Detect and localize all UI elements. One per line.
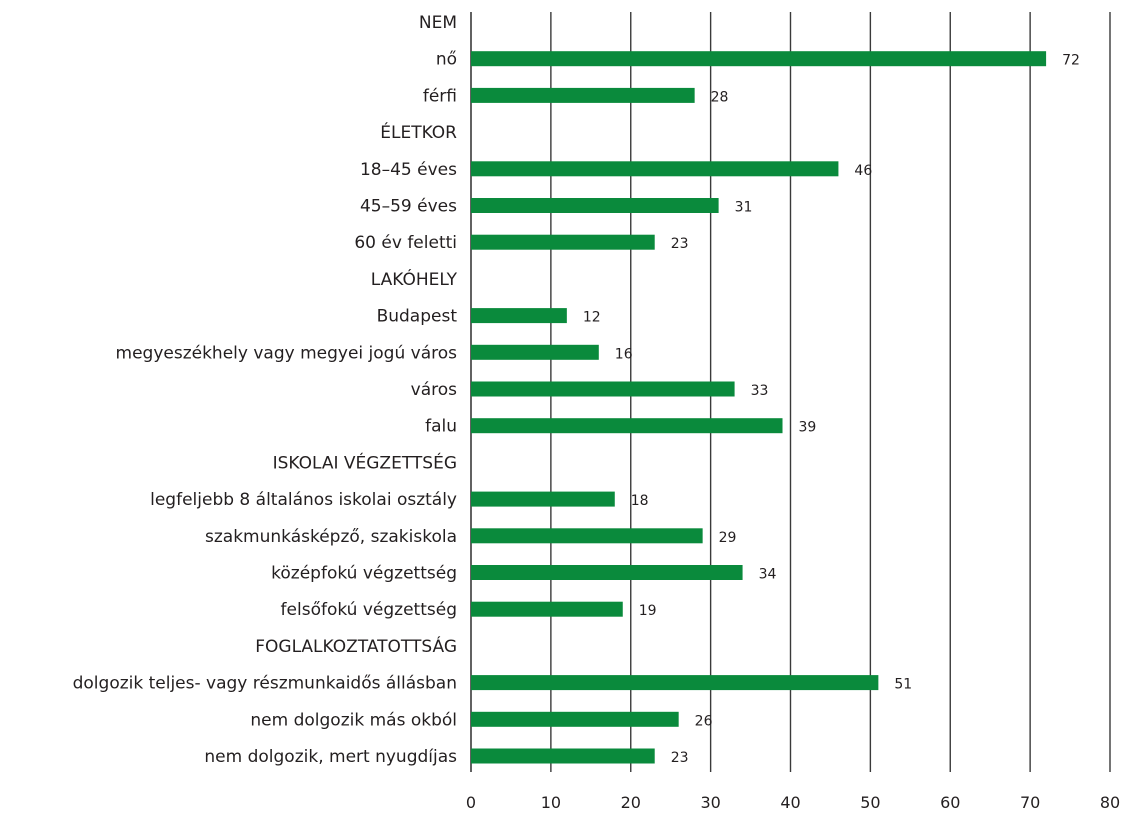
x-tick-label: 70 (1020, 793, 1040, 812)
x-tick-label: 20 (621, 793, 641, 812)
group-header-label: LAKÓHELY (371, 268, 458, 290)
value-label: 12 (583, 310, 601, 326)
x-tick-label: 50 (860, 793, 880, 812)
bar (471, 565, 743, 580)
group-header-label: ÉLETKOR (380, 121, 457, 143)
category-label: szakmunkásképző, szakiskola (205, 527, 457, 547)
bar (471, 711, 679, 727)
x-tick-label: 80 (1100, 793, 1120, 812)
value-label: 51 (894, 677, 912, 693)
bar (471, 308, 567, 324)
x-tick-label: 10 (541, 793, 561, 812)
x-tick-label: 30 (700, 793, 720, 812)
x-tick-label: 60 (940, 793, 960, 812)
value-label: 34 (759, 567, 777, 583)
category-label: 45–59 éves (360, 197, 457, 217)
bar (471, 234, 655, 250)
value-label: 23 (671, 236, 689, 252)
value-label: 18 (631, 493, 649, 509)
bar (471, 601, 623, 617)
category-label: város (411, 380, 457, 400)
value-label: 26 (695, 713, 713, 729)
category-label: dolgozik teljes- vagy részmunkaidős állá… (73, 674, 457, 694)
value-labels: 72 28 46 31 23 12 16 33 39 18 29 34 19 51 26 23 (583, 53, 1080, 766)
value-label: 46 (854, 163, 872, 179)
bar (471, 87, 695, 103)
category-label: nem dolgozik más okból (250, 710, 457, 730)
bar (471, 344, 599, 360)
bar (471, 51, 1047, 67)
value-label: 23 (671, 750, 689, 766)
group-header-label: FOGLALKOZTATOTTSÁG (255, 635, 457, 657)
bar (471, 748, 655, 764)
category-labels: NEM nő férfi ÉLETKOR 18–45 éves 45–59 éves 60 … (73, 13, 458, 767)
x-axis-ticks: 0 10 20 30 40 50 60 70 80 (466, 793, 1120, 812)
bar (471, 491, 615, 507)
bar (471, 161, 839, 177)
value-label: 39 (799, 420, 817, 436)
value-label: 72 (1062, 53, 1080, 69)
value-label: 29 (719, 530, 737, 546)
category-label: 18–45 éves (360, 160, 457, 180)
x-tick-label: 40 (780, 793, 800, 812)
group-header-label: NEM (419, 13, 457, 33)
category-label: falu (425, 417, 457, 437)
category-label: nő (436, 50, 457, 70)
value-label: 28 (711, 89, 729, 105)
bar (471, 528, 703, 544)
category-label: Budapest (377, 307, 458, 327)
category-label: 60 év feletti (354, 233, 457, 253)
value-label: 33 (751, 383, 769, 399)
gridlines (470, 12, 1111, 772)
category-label: középfokú végzettség (271, 564, 457, 584)
bar (471, 198, 719, 213)
value-label: 31 (735, 200, 753, 216)
category-label: megyeszékhely vagy megyei jogú város (116, 343, 458, 363)
category-label: nem dolgozik, mert nyugdíjas (204, 747, 457, 767)
bar (471, 675, 879, 691)
value-label: 16 (615, 346, 633, 362)
category-label: felsőfokú végzettség (281, 600, 457, 620)
bars (471, 51, 1047, 764)
category-label: legfeljebb 8 általános iskolai osztály (150, 490, 457, 510)
category-label: férfi (423, 86, 457, 106)
x-tick-label: 0 (466, 793, 476, 812)
bar (471, 418, 783, 434)
group-header-label: ISKOLAI VÉGZETTSÉG (273, 451, 457, 473)
bar (471, 381, 735, 397)
value-label: 19 (639, 603, 657, 619)
